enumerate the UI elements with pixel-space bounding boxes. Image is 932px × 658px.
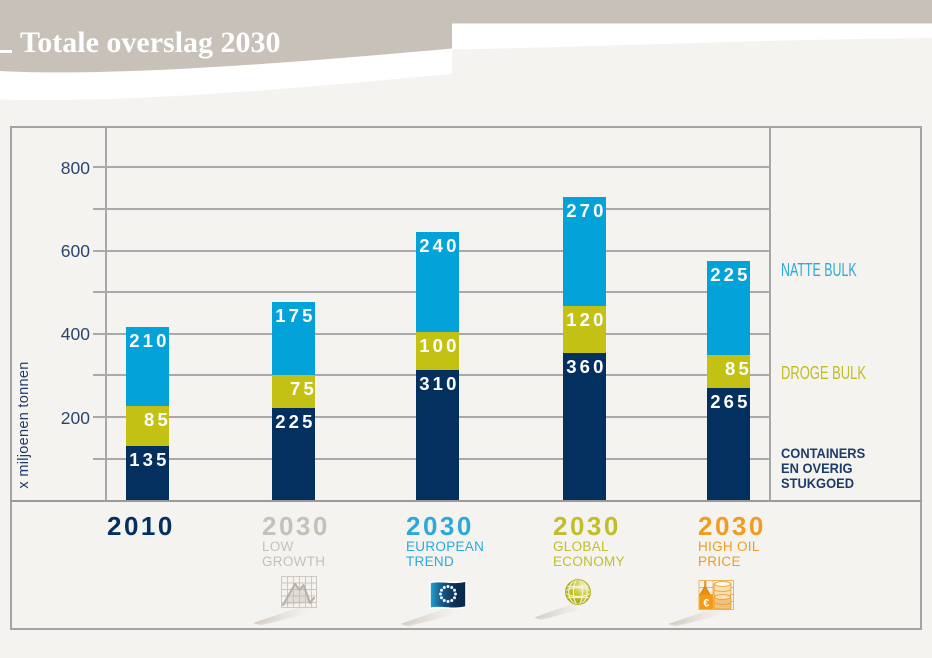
svg-text:€: €	[703, 598, 709, 610]
